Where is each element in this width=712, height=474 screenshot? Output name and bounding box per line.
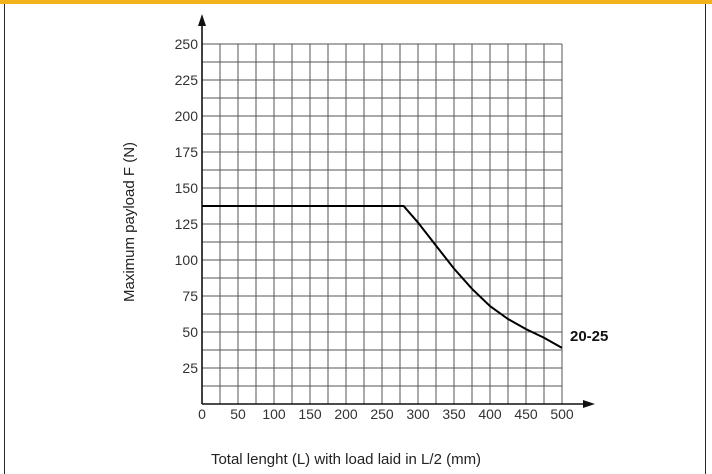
x-axis-arrow <box>583 400 595 408</box>
y-tick-label: 50 <box>182 324 198 340</box>
x-tick-label: 500 <box>550 406 574 422</box>
y-tick-labels: 25 50 75 100 125 150 175 200 225 250 <box>175 36 199 376</box>
y-tick-label: 200 <box>175 108 199 124</box>
y-tick-label: 175 <box>175 144 199 160</box>
x-tick-label: 0 <box>198 406 206 422</box>
y-tick-label: 75 <box>182 288 198 304</box>
x-tick-label: 100 <box>262 406 286 422</box>
y-axis-title: Maximum payload F (N) <box>121 142 138 302</box>
y-tick-label: 125 <box>175 216 199 232</box>
x-tick-label: 300 <box>406 406 430 422</box>
accent-top-bar <box>0 0 712 4</box>
x-tick-label: 200 <box>334 406 358 422</box>
x-tick-label: 50 <box>230 406 246 422</box>
y-axis-arrow <box>198 14 206 26</box>
x-tick-label: 450 <box>514 406 538 422</box>
y-tick-label: 225 <box>175 72 199 88</box>
y-tick-label: 100 <box>175 252 199 268</box>
x-axis-title: Total lenght (L) with load laid in L/2 (… <box>211 451 481 468</box>
series-label: 20-25 <box>570 328 608 345</box>
figure-frame <box>4 4 706 474</box>
x-tick-label: 150 <box>298 406 322 422</box>
chart-axes <box>198 14 595 408</box>
y-tick-label: 150 <box>175 180 199 196</box>
x-tick-label: 350 <box>442 406 466 422</box>
y-tick-label: 25 <box>182 360 198 376</box>
y-tick-label: 250 <box>175 36 199 52</box>
chart-grid <box>201 43 563 405</box>
x-tick-label: 400 <box>478 406 502 422</box>
x-tick-label: 250 <box>370 406 394 422</box>
x-tick-labels: 0 50 100 150 200 250 300 350 400 450 500 <box>198 406 574 422</box>
series-line <box>202 205 563 349</box>
chart-series: 20-25 <box>202 205 608 349</box>
